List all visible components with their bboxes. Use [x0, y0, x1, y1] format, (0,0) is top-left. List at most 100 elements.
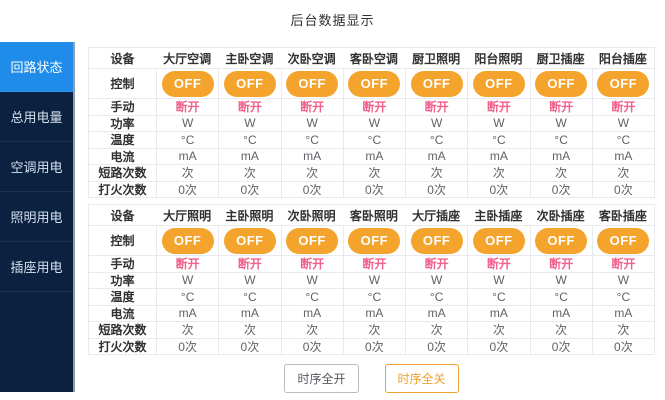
row-label-manual: 手动 [110, 100, 135, 115]
table-row-short-circuit-count: 短路次数次次次次次次次次 [89, 165, 654, 182]
manual-state-value: 断开 [486, 100, 511, 115]
cell-current: mA [467, 148, 529, 164]
cell-ignition-count: 0次 [467, 181, 529, 197]
cell-manual: 断开 [467, 256, 529, 272]
control-off-button[interactable]: OFF [348, 227, 401, 254]
cell-manual: 断开 [529, 256, 592, 272]
cell-power: W [591, 115, 654, 131]
table-row-temperature: 温度 °C °C °C °C °C °C °C °C [89, 289, 654, 306]
table-row-manual: 手动 断开 断开 断开 断开 断开 断开 断开 断开 [89, 99, 654, 116]
table-row-current: 电流 mA mA mA mA mA mA mA mA [89, 305, 654, 322]
cell-ignition-count: 0次 [467, 338, 529, 354]
table-row-temperature: 温度 °C °C °C °C °C °C °C °C [89, 132, 654, 149]
sidebar-item-插座用电[interactable]: 插座用电 [0, 242, 73, 292]
cell-current: mA [405, 305, 467, 321]
sequence-all-off-button[interactable]: 时序全关 [384, 364, 459, 393]
cell-short-circuit-count: 次 [342, 322, 405, 338]
control-off-button[interactable]: OFF [597, 227, 650, 254]
cell-current: mA [342, 305, 405, 321]
cell-temperature: °C [467, 132, 529, 148]
cell-current: mA [591, 305, 654, 321]
cell-temperature: °C [156, 289, 218, 305]
control-off-button[interactable]: OFF [161, 70, 214, 97]
table-header-row: 设备 大厅照明 主卧照明 次卧照明 客卧照明 大厅插座 主卧插座 次卧插座 客卧插座 [89, 205, 654, 226]
table-row-power: 功率 W W W W W W W W [89, 115, 654, 132]
control-off-button[interactable]: OFF [535, 70, 588, 97]
cell-temperature: °C [342, 132, 405, 148]
cell-ignition-count: 0次 [529, 181, 592, 197]
cell-power: W [529, 115, 592, 131]
control-off-button[interactable]: OFF [410, 227, 463, 254]
control-off-button[interactable]: OFF [223, 70, 276, 97]
cell-temperature: °C [529, 289, 592, 305]
control-off-button[interactable]: OFF [535, 227, 588, 254]
row-label-temperature: 温度 [110, 133, 135, 148]
device-header: 客卧插座 [598, 208, 647, 223]
cell-ignition-count: 0次 [591, 338, 654, 354]
table-row-manual: 手动 断开 断开 断开 断开 断开 断开 断开 断开 [89, 256, 654, 273]
cell-manual: 断开 [280, 256, 343, 272]
device-table-1: 设备 大厅空调 主卧空调 次卧空调 客卧空调 厨卫照明 阳台照明 厨卫插座 阳台插座 控制 OFF O… [88, 47, 655, 198]
sidebar-item-空调用电[interactable]: 空调用电 [0, 142, 73, 192]
cell-temperature: °C [405, 132, 467, 148]
control-off-button[interactable]: OFF [161, 227, 214, 254]
table-header-row: 设备 大厅空调 主卧空调 次卧空调 客卧空调 厨卫照明 阳台照明 厨卫插座 阳台插座 [89, 48, 654, 69]
sidebar-item-总用电量[interactable]: 总用电量 [0, 92, 73, 142]
control-off-button[interactable]: OFF [472, 70, 525, 97]
cell-ignition-count: 0次 [342, 338, 405, 354]
manual-state-value: 断开 [300, 257, 325, 272]
control-off-button[interactable]: OFF [348, 70, 401, 97]
cell-power: W [156, 272, 218, 288]
cell-temperature: °C [280, 132, 343, 148]
device-header: 厨卫插座 [536, 51, 585, 66]
cell-control: OFF [467, 69, 529, 98]
cell-ignition-count: 0次 [156, 338, 218, 354]
cell-control: OFF [529, 226, 592, 255]
cell-manual: 断开 [218, 256, 280, 272]
cell-current: mA [156, 305, 218, 321]
cell-control: OFF [280, 69, 343, 98]
sequence-button-row: 时序全开 时序全关 [88, 364, 655, 393]
cell-control: OFF [218, 226, 280, 255]
cell-short-circuit-count: 次 [156, 165, 218, 181]
row-label-power: 功率 [110, 273, 135, 288]
manual-state-value: 断开 [611, 257, 636, 272]
cell-power: W [529, 272, 592, 288]
sequence-all-on-button[interactable]: 时序全开 [284, 364, 359, 393]
cell-short-circuit-count: 次 [467, 165, 529, 181]
cell-current: mA [405, 148, 467, 164]
cell-current: mA [156, 148, 218, 164]
cell-ignition-count: 0次 [405, 181, 467, 197]
control-off-button[interactable]: OFF [286, 227, 339, 254]
sidebar-item-回路状态[interactable]: 回路状态 [0, 42, 73, 92]
cell-short-circuit-count: 次 [529, 322, 592, 338]
manual-state-value: 断开 [549, 100, 574, 115]
manual-state-value: 断开 [237, 257, 262, 272]
cell-control: OFF [405, 226, 467, 255]
main-content: 设备 大厅空调 主卧空调 次卧空调 客卧空调 厨卫照明 阳台照明 厨卫插座 阳台插座控制 OFF O… [88, 47, 655, 393]
device-header: 主卧空调 [225, 51, 274, 66]
cell-ignition-count: 0次 [405, 338, 467, 354]
cell-current: mA [280, 148, 343, 164]
row-label-manual: 手动 [110, 257, 135, 272]
manual-state-value: 断开 [549, 257, 574, 272]
cell-temperature: °C [591, 132, 654, 148]
cell-power: W [591, 272, 654, 288]
control-off-button[interactable]: OFF [286, 70, 339, 97]
cell-short-circuit-count: 次 [529, 165, 592, 181]
cell-power: W [280, 272, 343, 288]
device-header: 大厅照明 [163, 208, 212, 223]
cell-short-circuit-count: 次 [156, 322, 218, 338]
cell-control: OFF [280, 226, 343, 255]
cell-ignition-count: 0次 [529, 338, 592, 354]
sidebar: 回路状态 总用电量 空调用电 照明用电 插座用电 [0, 42, 75, 392]
control-off-button[interactable]: OFF [223, 227, 276, 254]
cell-short-circuit-count: 次 [591, 165, 654, 181]
control-off-button[interactable]: OFF [410, 70, 463, 97]
sidebar-item-照明用电[interactable]: 照明用电 [0, 192, 73, 242]
control-off-button[interactable]: OFF [597, 70, 650, 97]
device-header: 次卧照明 [287, 208, 336, 223]
control-off-button[interactable]: OFF [472, 227, 525, 254]
row-label-control: 控制 [110, 234, 135, 248]
